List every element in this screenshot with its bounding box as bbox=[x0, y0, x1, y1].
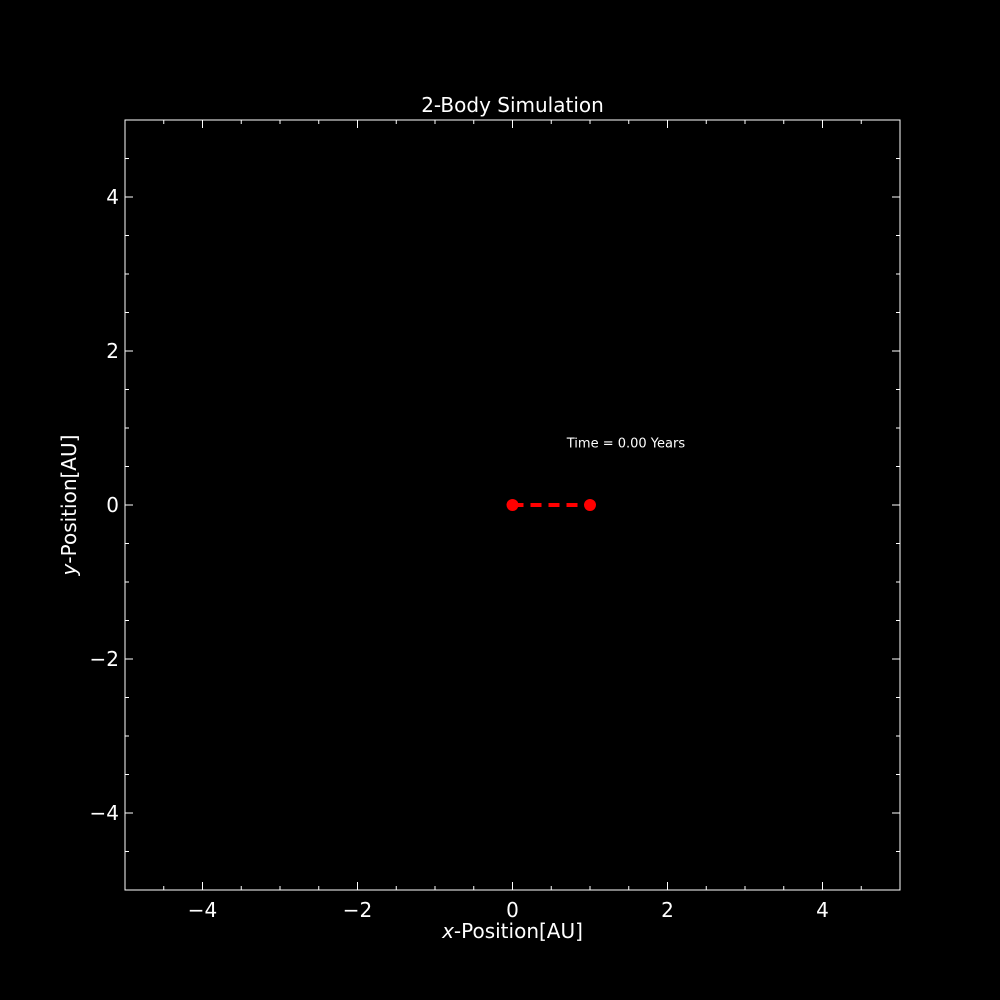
y-axis-label: y-Position[AU] bbox=[57, 435, 81, 577]
y-tick-label: 4 bbox=[106, 185, 119, 209]
chart-title: 2-Body Simulation bbox=[421, 93, 604, 117]
tick-labels: −4 −2 0 2 4 −4 −2 0 2 4 bbox=[90, 185, 829, 922]
axis-ticks bbox=[125, 120, 900, 890]
body-marker-1 bbox=[506, 499, 519, 511]
plot-frame bbox=[124, 119, 901, 891]
x-tick-label: 0 bbox=[506, 898, 519, 922]
x-tick-label: −2 bbox=[343, 898, 372, 922]
y-tick-label: −2 bbox=[90, 647, 119, 671]
y-tick-label: −4 bbox=[90, 801, 119, 825]
x-axis-label-rest: -Position[AU] bbox=[454, 919, 583, 943]
x-tick-label: 4 bbox=[816, 898, 829, 922]
y-axis-label-var: y bbox=[57, 562, 81, 576]
time-annotation: Time = 0.00 Years bbox=[566, 436, 686, 451]
body-marker-2 bbox=[584, 499, 596, 511]
y-tick-label: 2 bbox=[106, 339, 119, 363]
x-tick-label: −4 bbox=[188, 898, 217, 922]
y-tick-label: 0 bbox=[106, 493, 119, 517]
x-axis-label: x-Position[AU] bbox=[441, 919, 583, 943]
y-axis-label-rest: -Position[AU] bbox=[57, 435, 81, 564]
x-axis-label-var: x bbox=[441, 919, 454, 943]
x-tick-label: 2 bbox=[661, 898, 674, 922]
plot-marks bbox=[506, 499, 596, 511]
